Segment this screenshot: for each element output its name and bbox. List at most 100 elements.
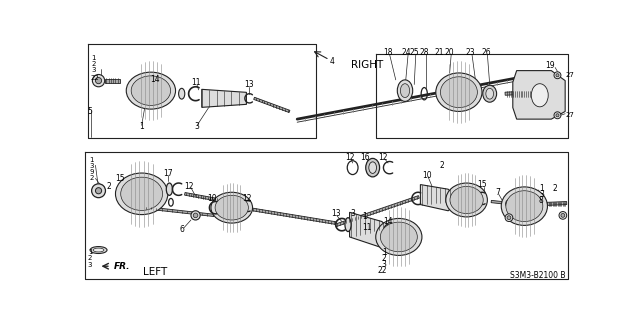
Polygon shape xyxy=(253,97,290,113)
Ellipse shape xyxy=(93,248,104,252)
Ellipse shape xyxy=(446,183,488,217)
Text: RIGHT: RIGHT xyxy=(351,60,383,70)
Ellipse shape xyxy=(436,73,482,111)
Text: 14: 14 xyxy=(383,217,393,226)
Text: 17: 17 xyxy=(163,168,173,178)
Text: 2: 2 xyxy=(90,175,93,182)
Ellipse shape xyxy=(131,76,171,105)
Text: 2: 2 xyxy=(92,61,96,67)
Text: 9: 9 xyxy=(90,169,94,175)
Text: 6: 6 xyxy=(179,225,184,234)
Text: 11: 11 xyxy=(362,223,371,232)
Ellipse shape xyxy=(369,162,376,174)
Ellipse shape xyxy=(345,218,351,232)
Text: 2: 2 xyxy=(88,256,92,262)
Polygon shape xyxy=(491,200,513,205)
Ellipse shape xyxy=(211,192,253,223)
Circle shape xyxy=(95,188,102,194)
Text: 27: 27 xyxy=(565,112,574,118)
Polygon shape xyxy=(547,202,567,205)
Text: 1: 1 xyxy=(92,55,96,61)
Text: 22: 22 xyxy=(90,75,99,81)
Text: 14: 14 xyxy=(150,75,159,84)
Ellipse shape xyxy=(401,84,410,98)
Ellipse shape xyxy=(506,191,543,221)
Text: 2: 2 xyxy=(382,254,387,263)
Text: 16: 16 xyxy=(360,153,370,162)
Circle shape xyxy=(554,72,561,79)
Text: 12: 12 xyxy=(379,153,388,162)
Text: 21: 21 xyxy=(435,48,444,57)
Ellipse shape xyxy=(531,84,548,107)
Text: 10: 10 xyxy=(422,171,431,180)
Text: 12: 12 xyxy=(345,153,355,162)
Text: 3: 3 xyxy=(539,190,544,199)
Text: 1: 1 xyxy=(363,212,367,221)
Circle shape xyxy=(505,214,513,221)
Circle shape xyxy=(191,211,200,220)
Text: FR.: FR. xyxy=(114,262,131,271)
Text: 11: 11 xyxy=(191,78,200,87)
Text: 3: 3 xyxy=(90,163,94,169)
Ellipse shape xyxy=(483,85,497,102)
Circle shape xyxy=(561,213,564,217)
Text: 20: 20 xyxy=(445,48,454,57)
Text: 5: 5 xyxy=(88,107,93,116)
Text: S3M3-B2100 B: S3M3-B2100 B xyxy=(509,271,565,280)
Ellipse shape xyxy=(166,183,172,195)
Text: 1: 1 xyxy=(88,249,92,255)
Ellipse shape xyxy=(365,159,380,177)
Text: 26: 26 xyxy=(481,48,491,57)
Text: 3: 3 xyxy=(92,67,96,73)
Polygon shape xyxy=(145,206,214,217)
Text: 2: 2 xyxy=(553,184,557,193)
Text: LEFT: LEFT xyxy=(143,267,168,277)
Polygon shape xyxy=(420,185,454,211)
Ellipse shape xyxy=(90,247,107,254)
Ellipse shape xyxy=(440,77,477,108)
Text: 2: 2 xyxy=(106,182,111,191)
Ellipse shape xyxy=(215,195,248,220)
Ellipse shape xyxy=(450,186,483,213)
Text: 8: 8 xyxy=(539,196,544,205)
Circle shape xyxy=(193,213,198,218)
Text: 19: 19 xyxy=(545,62,555,70)
Text: 25: 25 xyxy=(410,48,419,57)
Ellipse shape xyxy=(121,177,163,211)
Polygon shape xyxy=(505,91,536,95)
Text: 12: 12 xyxy=(243,194,252,203)
Text: 13: 13 xyxy=(244,80,254,89)
Text: 24: 24 xyxy=(402,48,412,57)
Ellipse shape xyxy=(397,80,413,101)
Circle shape xyxy=(556,114,559,117)
Text: 13: 13 xyxy=(331,209,340,218)
Circle shape xyxy=(556,74,559,77)
Text: 23: 23 xyxy=(466,48,476,57)
Circle shape xyxy=(92,74,105,87)
Text: 1: 1 xyxy=(90,157,94,163)
Text: 7: 7 xyxy=(495,188,500,197)
Text: 15: 15 xyxy=(115,174,125,183)
Polygon shape xyxy=(335,196,419,227)
Polygon shape xyxy=(349,212,390,248)
Text: 1: 1 xyxy=(382,248,387,257)
Text: 12: 12 xyxy=(185,182,194,191)
Text: 10: 10 xyxy=(208,194,218,203)
Circle shape xyxy=(95,78,102,84)
Polygon shape xyxy=(251,208,336,224)
Circle shape xyxy=(554,112,561,119)
Text: 3: 3 xyxy=(382,260,387,269)
Polygon shape xyxy=(513,70,565,119)
Polygon shape xyxy=(105,79,120,83)
Text: 22: 22 xyxy=(378,266,387,275)
Text: 3: 3 xyxy=(88,262,92,268)
Ellipse shape xyxy=(486,88,493,99)
Text: 28: 28 xyxy=(419,48,429,57)
Ellipse shape xyxy=(501,187,547,226)
Text: 15: 15 xyxy=(477,180,487,189)
Text: 1: 1 xyxy=(140,122,144,131)
Polygon shape xyxy=(202,89,246,108)
Text: 1: 1 xyxy=(539,184,544,193)
Circle shape xyxy=(92,184,106,198)
Text: 4: 4 xyxy=(330,57,334,66)
